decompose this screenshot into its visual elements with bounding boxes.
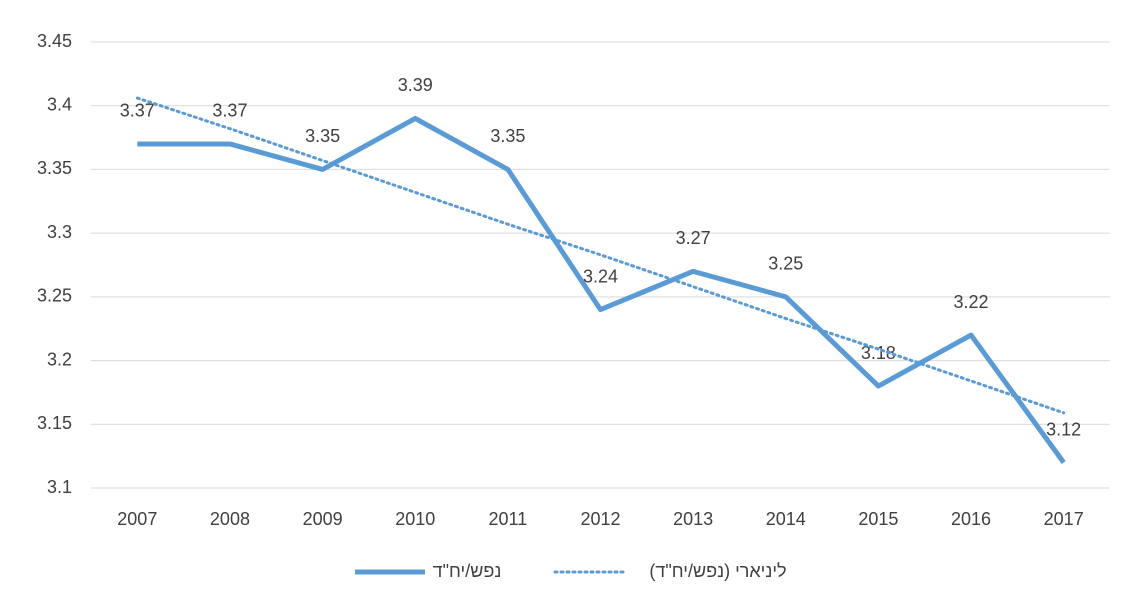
y-tick-label: 3.35 (37, 158, 72, 178)
data-label: 3.37 (120, 101, 155, 121)
y-tick-label: 3.25 (37, 286, 72, 306)
y-tick-label: 3.3 (47, 222, 72, 242)
x-tick-label: 2007 (117, 509, 157, 529)
x-tick-label: 2012 (580, 509, 620, 529)
data-label: 3.27 (676, 228, 711, 248)
data-line (137, 115, 1066, 464)
y-tick-label: 3.2 (47, 349, 72, 369)
x-tick-label: 2011 (489, 509, 528, 529)
data-label: 3.25 (768, 254, 803, 274)
data-label: 3.12 (1046, 419, 1081, 439)
x-tick-label: 2014 (766, 509, 806, 529)
x-tick-label: 2013 (673, 509, 713, 529)
data-label: 3.22 (954, 292, 989, 312)
data-label: 3.39 (398, 75, 433, 95)
data-label: 3.18 (861, 343, 896, 363)
data-label: 3.35 (305, 126, 340, 146)
data-label: 3.24 (583, 266, 618, 286)
x-tick-label: 2016 (951, 509, 991, 529)
data-label: 3.37 (212, 101, 247, 121)
y-tick-label: 3.45 (37, 31, 72, 51)
legend-label: נפש/יח"ד (433, 561, 502, 581)
x-tick-label: 2008 (210, 509, 250, 529)
legend-label: ליניארי (נפש/יח"ד) (649, 561, 786, 581)
y-tick-label: 3.15 (37, 413, 72, 433)
x-tick-label: 2010 (395, 509, 435, 529)
data-label: 3.35 (490, 126, 525, 146)
y-tick-label: 3.1 (47, 477, 72, 497)
x-tick-label: 2017 (1044, 509, 1084, 529)
x-tick-label: 2015 (858, 509, 898, 529)
x-tick-label: 2009 (303, 509, 343, 529)
y-tick-label: 3.4 (47, 94, 72, 114)
trend-line (135, 96, 1066, 415)
